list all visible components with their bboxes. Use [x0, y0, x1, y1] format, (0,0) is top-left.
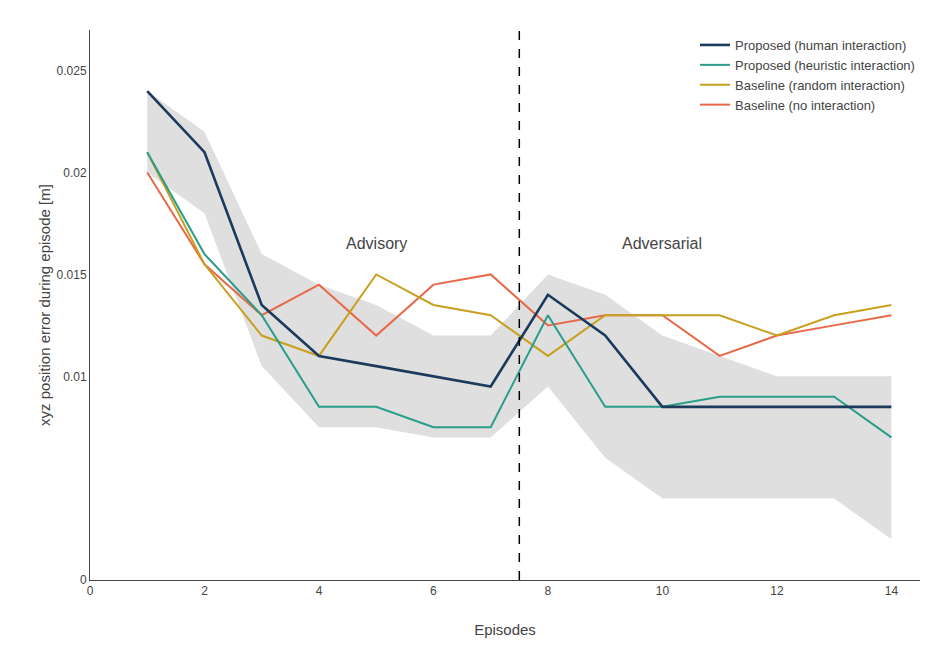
- svg-text:Proposed (heuristic interactio: Proposed (heuristic interaction): [735, 58, 915, 73]
- svg-text:Baseline (random interaction): Baseline (random interaction): [735, 78, 905, 93]
- svg-text:8: 8: [545, 584, 552, 598]
- svg-text:Baseline (no interaction): Baseline (no interaction): [735, 98, 875, 113]
- svg-text:14: 14: [885, 584, 899, 598]
- svg-text:0.01: 0.01: [63, 370, 87, 384]
- svg-text:10: 10: [656, 584, 670, 598]
- svg-text:Proposed (human interaction): Proposed (human interaction): [735, 38, 906, 53]
- svg-text:Advisory: Advisory: [346, 235, 407, 252]
- svg-text:0.015: 0.015: [57, 268, 87, 282]
- svg-text:0.02: 0.02: [63, 166, 87, 180]
- svg-text:0: 0: [80, 573, 87, 587]
- svg-text:Episodes: Episodes: [474, 621, 536, 638]
- svg-text:Adversarial: Adversarial: [622, 235, 702, 252]
- svg-text:6: 6: [430, 584, 437, 598]
- svg-text:xyz position error during epis: xyz position error during episode [m]: [36, 184, 53, 426]
- svg-text:0: 0: [87, 584, 94, 598]
- svg-text:12: 12: [770, 584, 784, 598]
- svg-text:0.025: 0.025: [57, 64, 87, 78]
- svg-text:4: 4: [316, 584, 323, 598]
- svg-text:2: 2: [201, 584, 208, 598]
